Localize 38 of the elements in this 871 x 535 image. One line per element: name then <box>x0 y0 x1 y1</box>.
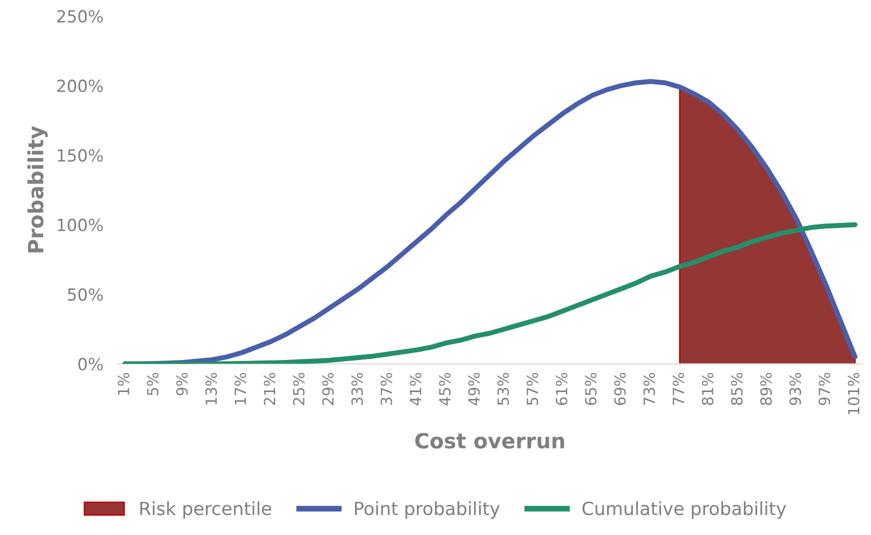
x-tick-label: 29% <box>322 372 334 405</box>
y-axis-title: Probability <box>27 126 48 252</box>
x-tick-label: 97% <box>818 372 830 406</box>
y-tick-label: 250% <box>57 10 103 23</box>
x-tick-label: 13% <box>205 372 217 404</box>
line-series <box>122 222 858 364</box>
x-tick-label: 45% <box>439 372 451 406</box>
x-tick-label: 77% <box>672 372 684 405</box>
legend-label: Point probability <box>355 501 500 519</box>
x-tick-label: 85% <box>731 372 743 406</box>
y-tick-label: 100% <box>58 218 103 232</box>
x-tick-label: 73% <box>643 372 655 405</box>
x-axis-title: Cost overrun <box>415 432 564 449</box>
x-tick-label: 61% <box>556 372 568 406</box>
x-tick-label: 81% <box>702 372 714 406</box>
y-tick-label: 50% <box>68 288 103 301</box>
x-tick-label: 41% <box>410 372 422 406</box>
x-tick-label: 37% <box>380 372 392 405</box>
x-tick-label: 33% <box>351 372 363 405</box>
x-tick-label: 49% <box>468 372 480 406</box>
y-tick-label: 0% <box>78 358 103 370</box>
x-tick-label: 17% <box>234 372 246 404</box>
legend-label: Risk percentile <box>140 501 272 519</box>
y-tick-label: 150% <box>58 149 103 162</box>
x-tick-label: 69% <box>614 372 626 406</box>
x-tick-label: 53% <box>497 372 509 405</box>
x-tick-label: 5% <box>146 372 159 396</box>
x-tick-label: 101% <box>848 372 860 414</box>
x-tick-label: 21% <box>264 372 276 405</box>
y-tick-label: 200% <box>57 80 103 92</box>
x-tick-label: 93% <box>789 372 802 406</box>
x-tick-label: 1% <box>118 372 130 395</box>
x-tick-label: 89% <box>760 372 772 406</box>
x-tick-label: 9% <box>176 372 188 396</box>
x-tick-label: 57% <box>526 372 538 405</box>
x-tick-label: 65% <box>585 372 597 406</box>
legend-label: Cumulative probability <box>582 501 786 519</box>
x-tick-label: 25% <box>292 372 305 405</box>
